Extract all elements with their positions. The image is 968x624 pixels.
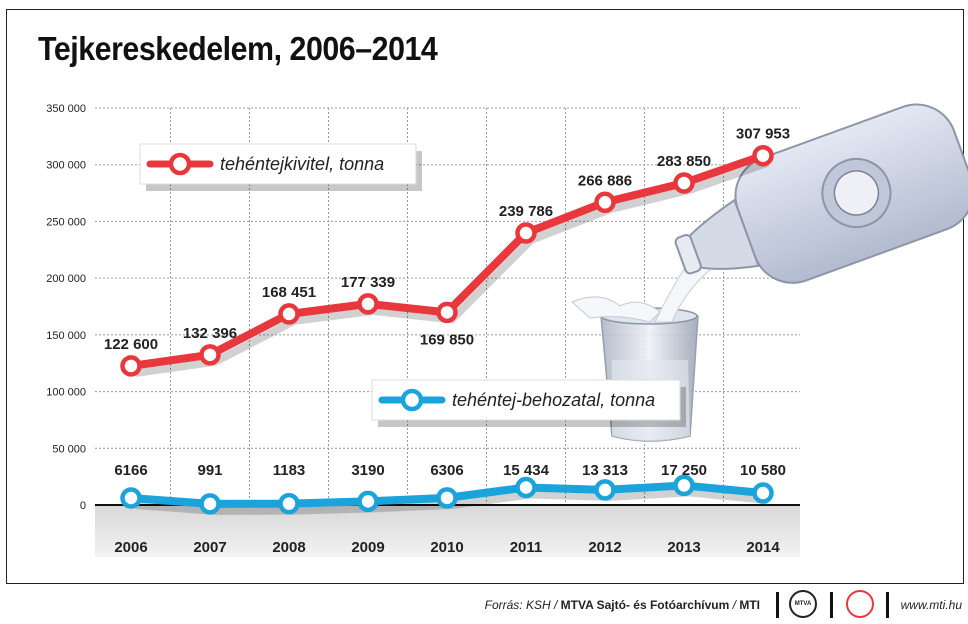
export-data-label: 283 850 bbox=[657, 153, 711, 170]
import-data-label: 17 250 bbox=[661, 462, 707, 479]
import-data-label: 6306 bbox=[430, 462, 463, 479]
footer-divider bbox=[776, 592, 779, 618]
source-mti: MTI bbox=[739, 598, 760, 612]
source-prefix: Forrás: KSH / bbox=[484, 598, 561, 612]
chart-frame bbox=[6, 9, 964, 584]
line-chart: 0 50 000 100 000 150 000 200 000 250 000 300 0… bbox=[46, 103, 968, 557]
footer-divider bbox=[830, 592, 833, 618]
x-tick-label: 2011 bbox=[510, 539, 543, 556]
export-data-label: 266 886 bbox=[578, 172, 632, 189]
y-tick-label: 200 000 bbox=[46, 273, 86, 285]
footer-divider bbox=[886, 592, 889, 618]
x-tick-label: 2007 bbox=[193, 539, 226, 556]
y-tick-label: 150 000 bbox=[46, 330, 86, 342]
chart-title: Tejkereskedelem, 2006–2014 bbox=[38, 30, 438, 67]
mtva-logo: MTVA bbox=[789, 590, 817, 618]
import-data-label: 15 434 bbox=[503, 462, 550, 479]
export-data-point bbox=[357, 293, 379, 315]
export-data-point bbox=[120, 355, 142, 377]
x-tick-label: 2009 bbox=[351, 539, 384, 556]
import-data-point bbox=[594, 479, 616, 501]
y-tick-label: 250 000 bbox=[46, 216, 86, 228]
import-data-point bbox=[278, 492, 300, 515]
x-tick-label: 2006 bbox=[114, 539, 147, 556]
import-data-label: 13 313 bbox=[582, 462, 628, 479]
footer: Forrás: KSH / MTVA Sajtó- és Fotóarchívu… bbox=[0, 588, 968, 624]
x-tick-label: 2010 bbox=[430, 539, 463, 556]
x-tick-label: 2012 bbox=[588, 539, 621, 556]
import-data-point bbox=[515, 476, 537, 499]
export-data-point bbox=[594, 191, 616, 214]
y-tick-label: 0 bbox=[80, 500, 86, 512]
x-tick-label: 2013 bbox=[667, 539, 700, 556]
y-tick-label: 100 000 bbox=[46, 387, 86, 399]
export-data-label: 169 850 bbox=[420, 331, 474, 348]
legend-label: tehéntejkivitel, tonna bbox=[220, 154, 384, 174]
y-tick-label: 300 000 bbox=[46, 160, 86, 172]
legend-marker bbox=[168, 152, 192, 176]
source-archive: MTVA Sajtó- és Fotóarchívum bbox=[560, 598, 730, 612]
source-credit: Forrás: KSH / MTVA Sajtó- és Fotóarchívu… bbox=[485, 598, 760, 612]
import-data-point bbox=[436, 487, 458, 509]
export-data-label: 239 786 bbox=[499, 203, 553, 220]
export-data-point bbox=[436, 301, 458, 324]
legend-marker bbox=[400, 388, 424, 412]
export-data-point bbox=[515, 222, 537, 244]
export-data-point bbox=[673, 172, 695, 194]
x-tick-label: 2014 bbox=[746, 539, 780, 556]
export-data-label: 122 600 bbox=[104, 336, 158, 353]
import-data-point bbox=[120, 487, 142, 509]
import-data-point bbox=[673, 474, 695, 497]
import-data-label: 3190 bbox=[351, 462, 384, 479]
import-data-point bbox=[752, 482, 774, 504]
mti-logo-icon bbox=[846, 590, 874, 618]
export-data-point bbox=[199, 344, 221, 366]
import-data-label: 6166 bbox=[114, 462, 147, 479]
import-data-label: 1183 bbox=[273, 462, 306, 479]
legend-label: tehéntej-behozatal, tonna bbox=[452, 390, 655, 410]
export-data-point bbox=[752, 144, 774, 167]
y-tick-label: 350 000 bbox=[46, 103, 86, 115]
export-data-point bbox=[278, 303, 300, 325]
import-data-point bbox=[199, 493, 221, 515]
x-tick-label: 2008 bbox=[272, 539, 305, 556]
export-data-label: 177 339 bbox=[341, 274, 395, 291]
import-data-label: 991 bbox=[197, 462, 222, 479]
export-data-label: 307 953 bbox=[736, 126, 790, 143]
export-data-label: 132 396 bbox=[183, 325, 237, 342]
import-data-label: 10 580 bbox=[740, 462, 786, 479]
website-link[interactable]: www.mti.hu bbox=[900, 598, 962, 612]
y-tick-label: 50 000 bbox=[52, 443, 86, 455]
import-data-point bbox=[357, 490, 379, 513]
source-separator: / bbox=[729, 598, 740, 612]
export-data-label: 168 451 bbox=[262, 284, 316, 301]
